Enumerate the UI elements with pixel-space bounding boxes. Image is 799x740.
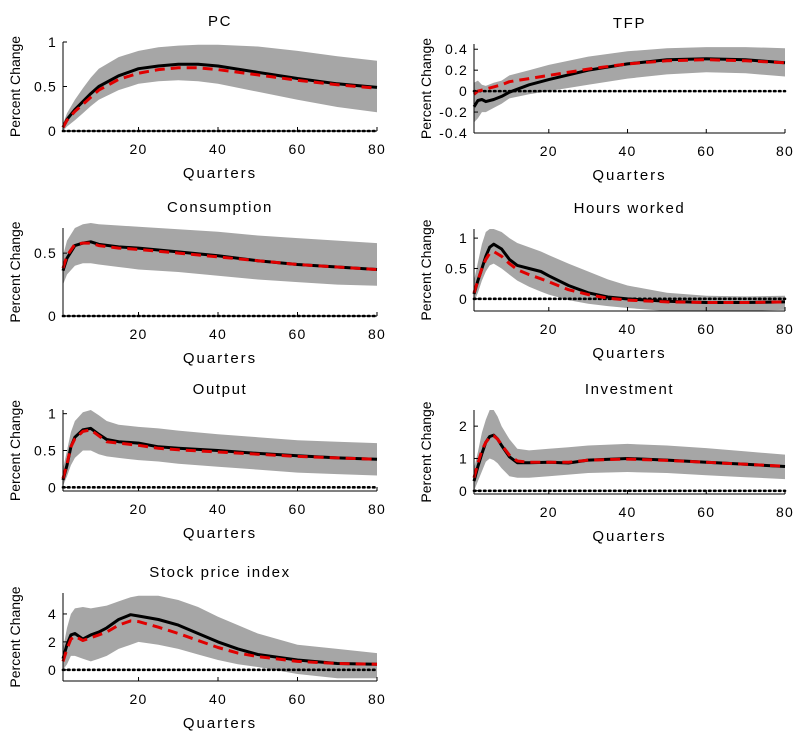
y-tick-label: 2: [48, 634, 57, 650]
y-tick-label: 0.5: [34, 79, 57, 95]
x-tick-label: 20: [540, 504, 558, 520]
y-axis-label: Percent Change: [418, 219, 434, 320]
x-axis-label: Quarters: [592, 345, 666, 362]
chart-title: Investment: [585, 381, 674, 398]
y-tick-label: 0: [459, 291, 468, 307]
series-line-solid: [472, 57, 786, 108]
x-tick-label: 40: [209, 691, 227, 707]
x-tick-label: 40: [619, 504, 637, 520]
y-tick-label: 2: [459, 418, 468, 434]
x-tick-label: 80: [368, 141, 386, 157]
series-line-dashed: [473, 58, 786, 96]
x-tick-label: 60: [289, 501, 307, 517]
x-tick-label: 80: [368, 326, 386, 342]
panel-3: Consumption 20 40 60 80 0 0.5 Quarters Percent C…: [7, 199, 386, 367]
chart-title: Hours worked: [574, 200, 686, 217]
y-tick-label: -0.4: [439, 125, 468, 141]
y-tick-label: 0.5: [34, 443, 57, 459]
panel-4: Hours worked 20 40 60 80 0 0.5 1 Quarters Percent…: [418, 200, 794, 362]
x-tick-label: 40: [209, 326, 227, 342]
panel-1: PC 20 40 60 80 0 0.5 1 Quarters Percent Change: [7, 13, 386, 182]
panel-5: Output 20 40 60 80 0 0.5 1 Quarters Percent Chang…: [7, 381, 386, 542]
x-axis-label: Quarters: [183, 350, 257, 367]
confidence-band: [63, 410, 377, 486]
series-line-solid: [61, 613, 378, 666]
y-tick-label: 1: [459, 230, 468, 246]
y-tick-label: 1: [48, 34, 57, 50]
y-axis-label: Percent Change: [418, 401, 434, 502]
x-tick-label: 80: [776, 504, 794, 520]
y-axis-label: Percent Change: [7, 221, 23, 322]
y-tick-label: 1: [48, 406, 57, 422]
x-tick-label: 80: [368, 691, 386, 707]
y-tick-label: 4: [48, 606, 57, 622]
x-tick-label: 60: [289, 326, 307, 342]
series-line-dashed: [472, 250, 786, 304]
x-tick-label: 80: [776, 143, 794, 159]
y-tick-label: 0: [48, 662, 57, 678]
y-tick-label: 0: [48, 123, 57, 139]
chart-title: PC: [208, 13, 232, 30]
confidence-band: [474, 47, 785, 123]
x-axis-label: Quarters: [183, 165, 257, 182]
panel-7: Stock price index 20 40 60 80 0 2 4 Quarters Perc…: [7, 564, 386, 732]
y-tick-label: 0: [459, 483, 468, 499]
x-tick-label: 40: [619, 321, 637, 337]
x-tick-label: 20: [540, 143, 558, 159]
x-tick-label: 20: [130, 326, 148, 342]
y-axis-label: Percent Change: [7, 36, 23, 137]
confidence-band: [474, 229, 785, 311]
y-tick-label: 0: [48, 479, 57, 495]
x-tick-label: 80: [368, 501, 386, 517]
series-line-dashed: [61, 428, 378, 479]
y-tick-label: 0.5: [445, 260, 468, 276]
confidence-band: [474, 410, 785, 491]
y-axis-label: Percent Change: [418, 38, 434, 139]
x-axis-label: Quarters: [592, 528, 666, 545]
x-tick-label: 60: [289, 141, 307, 157]
chart-title: TFP: [613, 15, 646, 32]
x-tick-label: 60: [697, 321, 715, 337]
chart-title: Stock price index: [149, 564, 290, 581]
y-axis-label: Percent Change: [7, 586, 23, 687]
x-tick-label: 60: [289, 691, 307, 707]
x-tick-label: 40: [209, 501, 227, 517]
y-tick-label: 0.2: [445, 62, 468, 78]
x-tick-label: 40: [619, 143, 637, 159]
y-tick-label: 0.4: [445, 41, 468, 57]
series-line-dashed: [61, 66, 378, 129]
chart-title: Output: [193, 381, 248, 398]
x-axis-label: Quarters: [183, 525, 257, 542]
x-tick-label: 60: [697, 504, 715, 520]
series-line-dashed: [61, 241, 378, 271]
x-tick-label: 60: [697, 143, 715, 159]
y-tick-label: 0: [48, 308, 57, 324]
x-tick-label: 40: [209, 141, 227, 157]
y-tick-label: 1: [459, 450, 468, 466]
x-axis-label: Quarters: [592, 167, 666, 184]
series-line-dashed: [472, 434, 786, 479]
x-tick-label: 20: [130, 501, 148, 517]
x-tick-label: 20: [540, 321, 558, 337]
confidence-band: [63, 223, 377, 286]
confidence-band: [63, 44, 377, 132]
panel-6: Investment 20 40 60 80 0 1 2 Quarters Percent Cha…: [418, 381, 794, 545]
y-tick-label: -0.2: [439, 104, 468, 120]
panel-2: TFP 20 40 60 80 -0.4 -0.2 0 0.2 0.4 Quarters Percen…: [418, 15, 794, 184]
x-tick-label: 20: [130, 691, 148, 707]
series-line-solid: [61, 62, 378, 129]
chart-title: Consumption: [167, 199, 273, 216]
x-tick-label: 20: [130, 141, 148, 157]
confidence-band: [63, 595, 377, 679]
x-tick-label: 80: [776, 321, 794, 337]
y-tick-label: 0: [459, 83, 468, 99]
y-axis-label: Percent Change: [7, 400, 23, 501]
x-axis-label: Quarters: [183, 715, 257, 732]
y-tick-label: 0.5: [34, 245, 57, 261]
